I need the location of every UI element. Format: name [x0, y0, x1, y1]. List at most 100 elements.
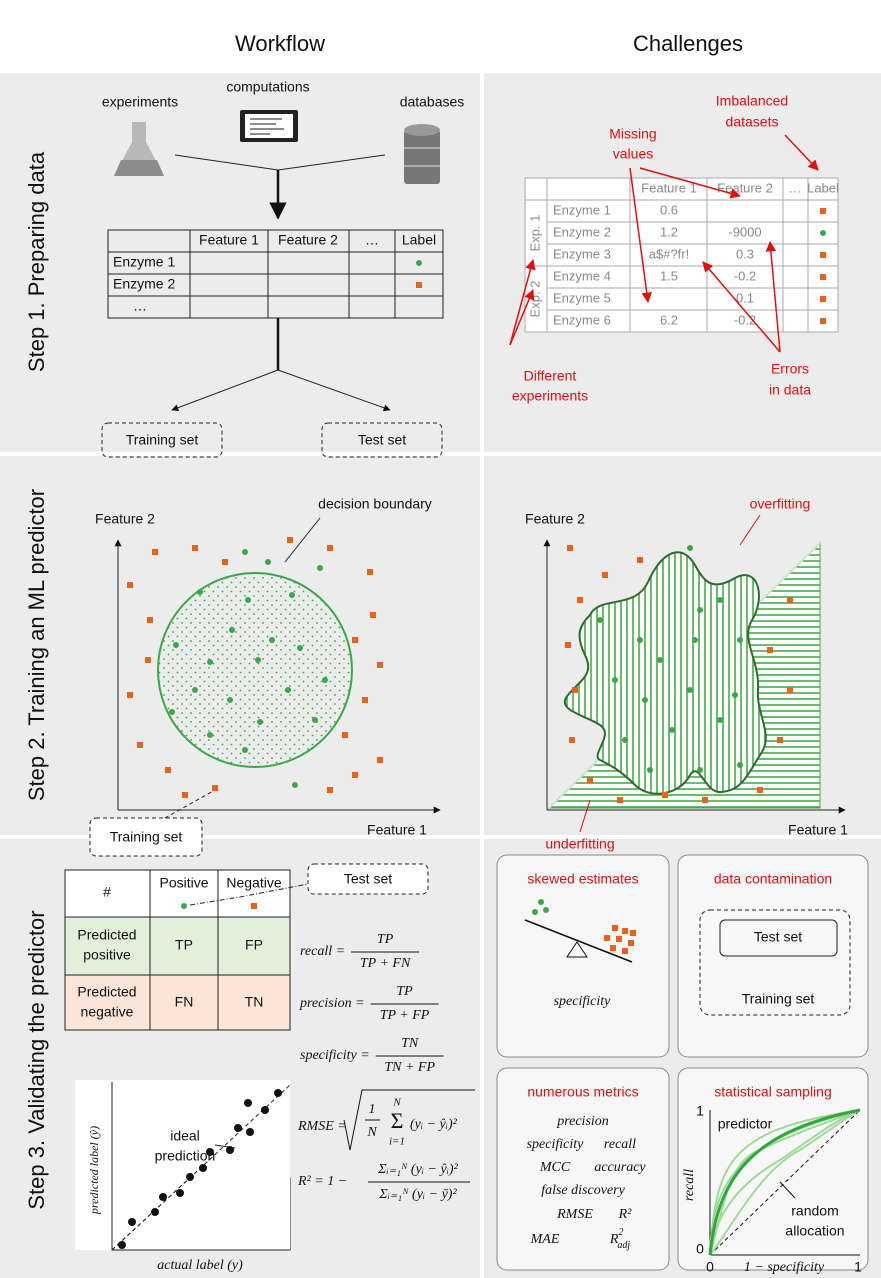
green-point — [173, 642, 179, 648]
green-point — [242, 747, 248, 753]
metric: false discovery — [541, 1183, 625, 1198]
orange-point — [212, 785, 218, 791]
cell: FN — [175, 994, 194, 1010]
axis-label: Feature 1 — [367, 822, 427, 838]
plot-point — [186, 1173, 194, 1181]
axis-label: actual label (y) — [157, 1258, 243, 1273]
annotation: Different — [524, 368, 577, 384]
source: experiments — [102, 94, 178, 110]
caption: specificity — [554, 994, 612, 1009]
metric: recall — [604, 1137, 636, 1152]
green-point — [642, 697, 648, 703]
row-header: negative — [81, 1004, 134, 1020]
orange-point — [662, 792, 668, 798]
table-corner: # — [103, 884, 111, 900]
green-point — [697, 767, 703, 773]
plot-point — [274, 1089, 282, 1097]
tick-label: 0 — [706, 1259, 714, 1275]
formula: Σ — [391, 1108, 404, 1133]
plot-point — [128, 1218, 136, 1226]
annotation: decision boundary — [318, 496, 432, 512]
cell: 1.2 — [660, 224, 678, 239]
plot-point — [246, 1128, 254, 1136]
metric: MAE — [530, 1232, 560, 1247]
cell: 6.2 — [660, 312, 678, 327]
orange-point — [127, 692, 133, 698]
green-point — [622, 737, 628, 743]
orange-point — [222, 559, 228, 565]
orange-point — [377, 662, 383, 668]
green-point — [255, 657, 261, 663]
orange-point — [569, 737, 575, 743]
metric: adj — [617, 1240, 630, 1251]
database-icon — [404, 124, 440, 184]
set-label: Test set — [344, 871, 392, 887]
formula: (yᵢ − ŷᵢ)² — [410, 1117, 458, 1132]
column-header: Negative — [226, 875, 281, 891]
green-point — [207, 659, 213, 665]
annotation: allocation — [785, 1223, 844, 1239]
plot-point — [176, 1189, 184, 1197]
row-header: Enzyme 6 — [553, 312, 611, 327]
green-point — [229, 627, 235, 633]
formula: 1 — [369, 1102, 376, 1117]
cell: -0.2 — [734, 268, 756, 283]
metric: precision — [556, 1114, 609, 1129]
green-point — [692, 637, 698, 643]
orange-point — [367, 569, 373, 575]
green-point — [227, 697, 233, 703]
annotation: overfitting — [750, 496, 811, 512]
plot-point — [244, 1099, 252, 1107]
green-point — [292, 782, 298, 788]
source: databases — [400, 94, 465, 110]
column-header: Feature 2 — [717, 180, 773, 195]
column-header: … — [365, 232, 379, 248]
metric: 2 — [618, 1227, 623, 1238]
green-point — [657, 657, 663, 663]
green-point — [197, 589, 203, 595]
column-header: Label — [807, 180, 839, 195]
annotation: Imbalanced — [716, 93, 788, 109]
plot-point — [261, 1106, 269, 1114]
cell: 1.5 — [660, 268, 678, 283]
cell: -9000 — [728, 224, 761, 239]
orange-point — [787, 687, 793, 693]
step-label: Step 2. Training an ML predictor — [24, 489, 49, 801]
plot-point — [199, 1164, 207, 1172]
orange-point — [787, 597, 793, 603]
green-point — [285, 687, 291, 693]
orange-point — [567, 545, 573, 551]
orange-point — [565, 642, 571, 648]
set-label: Training set — [742, 991, 815, 1007]
orange-point — [287, 537, 293, 543]
orange-point — [617, 797, 623, 803]
orange-point — [352, 637, 358, 643]
column-header: Feature 2 — [278, 232, 338, 248]
formula: precision = — [299, 996, 365, 1011]
green-point — [669, 727, 675, 733]
plot-point — [151, 1208, 159, 1216]
green-point — [207, 732, 213, 738]
axis-label: Feature 2 — [95, 511, 155, 527]
annotation: experiments — [512, 388, 588, 404]
column-header: Feature 1 — [199, 232, 259, 248]
orange-point — [767, 647, 773, 653]
column-header: Label — [402, 232, 436, 248]
green-point — [317, 565, 323, 571]
orange-point — [370, 612, 376, 618]
green-point — [637, 637, 643, 643]
figure: Workflow Challenges Step 1. Preparing da… — [0, 0, 881, 1278]
cell: a$#?fr! — [649, 246, 689, 261]
green-point — [687, 545, 693, 551]
header: Challenges — [633, 31, 743, 56]
row-header: … — [133, 298, 147, 314]
plot-point — [118, 1241, 126, 1249]
green-point — [257, 719, 263, 725]
tick-label: 0 — [696, 1241, 704, 1257]
green-point — [269, 637, 275, 643]
orange-point — [777, 737, 783, 743]
annotation: Missing — [609, 126, 656, 142]
orange-point — [377, 757, 383, 763]
annotation: ideal — [170, 1128, 200, 1144]
orange-point — [327, 545, 333, 551]
